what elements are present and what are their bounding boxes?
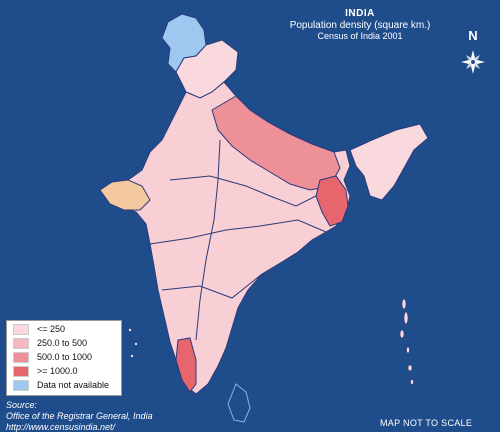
bengal-region	[315, 175, 349, 227]
andaman-nicobar-islands	[399, 298, 414, 385]
sri-lanka-outline	[227, 383, 251, 423]
legend-label: 250.0 to 500	[37, 338, 88, 348]
northeast-region	[349, 123, 429, 201]
legend-swatch	[13, 351, 29, 363]
kerala-region	[175, 337, 197, 393]
legend: <= 250 250.0 to 500 500.0 to 1000 >= 100…	[6, 320, 122, 396]
source-org: Office of the Registrar General, India	[6, 410, 153, 421]
state-border-line	[161, 273, 263, 299]
legend-item: Data not available	[7, 379, 121, 391]
legend-label: >= 1000.0	[37, 366, 78, 376]
north-label: N	[468, 28, 478, 43]
legend-swatch	[13, 365, 29, 377]
map-source-line: Census of India 2001	[317, 31, 403, 41]
legend-label: Data not available	[37, 380, 110, 390]
map-title: INDIA	[345, 8, 375, 19]
source-heading: Source:	[6, 400, 38, 410]
source-block: Source: Office of the Registrar General,…	[6, 400, 153, 432]
legend-item: <= 250	[7, 323, 121, 335]
legend-label: 500.0 to 1000	[37, 352, 93, 362]
map-subtitle: Population density (square km.)	[289, 19, 431, 31]
legend-swatch	[13, 323, 29, 335]
legend-label: <= 250	[37, 324, 66, 334]
legend-item: 500.0 to 1000	[7, 351, 121, 363]
legend-swatch	[13, 379, 29, 391]
compass-rose-icon	[461, 50, 485, 74]
legend-item: >= 1000.0	[7, 365, 121, 377]
state-border-line	[195, 139, 221, 341]
lakshadweep-islands	[128, 328, 138, 358]
state-border-line	[169, 175, 317, 207]
source-url: http://www.censusindia.net/	[6, 421, 116, 432]
state-border-line	[149, 219, 327, 245]
legend-item: 250.0 to 500	[7, 337, 121, 349]
legend-swatch	[13, 337, 29, 349]
scale-note: MAP NOT TO SCALE	[380, 418, 473, 428]
north-indicator: N	[458, 28, 488, 78]
gujarat-region	[99, 179, 151, 211]
map-title-block: INDIA Population density (square km.) Ce…	[250, 8, 470, 41]
